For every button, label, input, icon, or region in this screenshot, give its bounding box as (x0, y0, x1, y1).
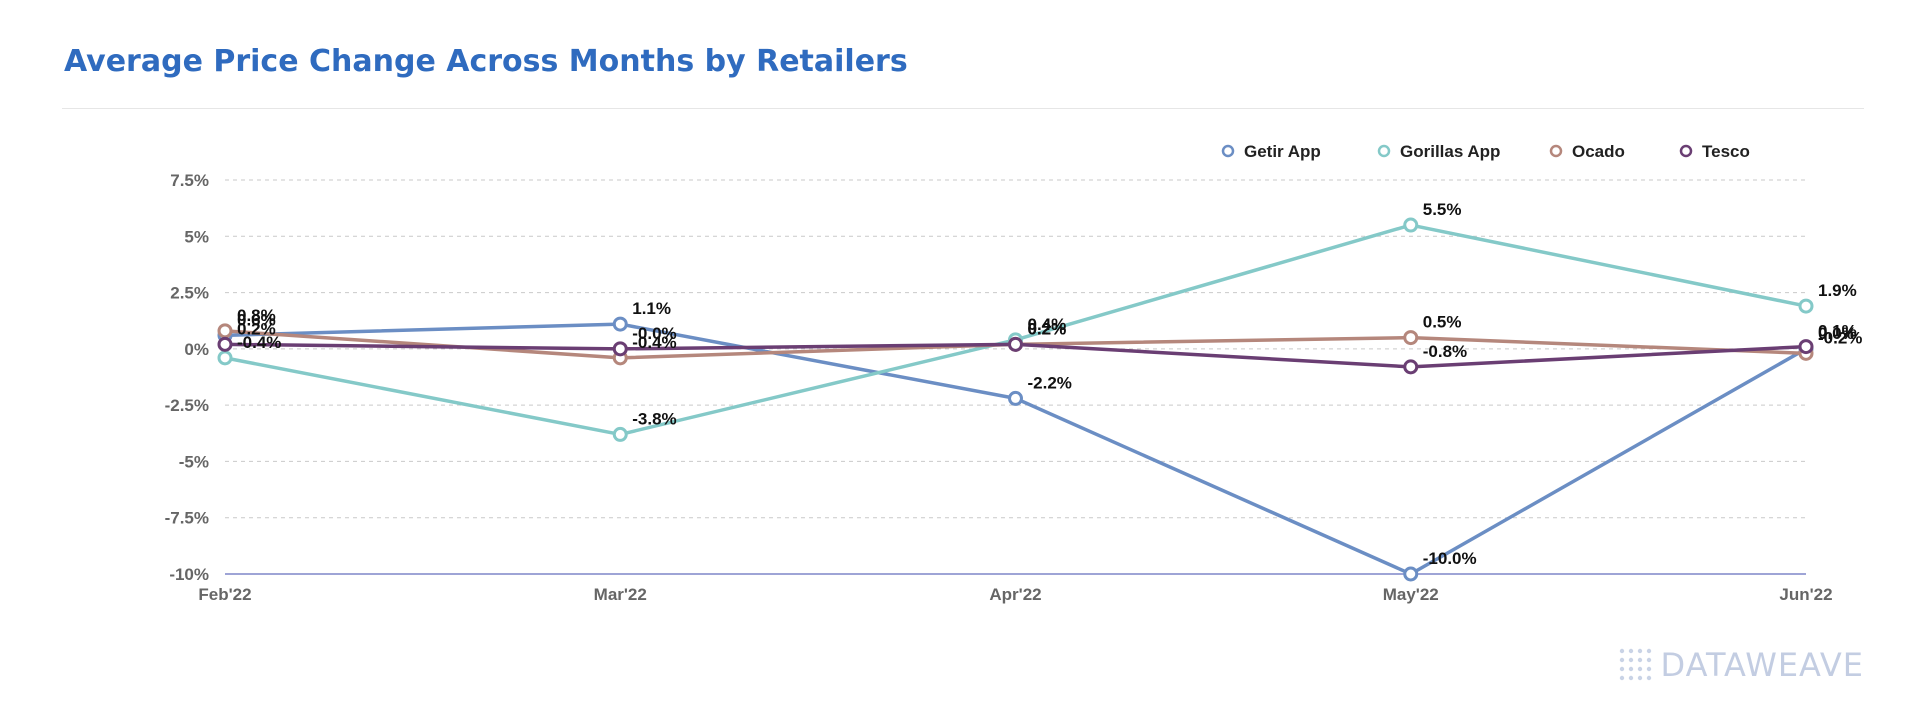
y-tick-label: -2.5% (165, 396, 209, 415)
legend-label: Tesco (1702, 142, 1750, 161)
data-label: -0.8% (1423, 342, 1467, 361)
legend-item-getir-app: Getir App (1221, 142, 1321, 161)
series-line-getir-app (224, 322, 1807, 576)
data-point (1403, 330, 1419, 346)
data-point (1008, 336, 1023, 352)
data-label: 0.2% (1028, 319, 1067, 338)
x-tick-label: Feb'22 (198, 585, 251, 604)
data-point (217, 350, 233, 366)
data-point (612, 341, 628, 357)
data-label: -0.2% (1818, 328, 1862, 347)
logo-text: DATAWEAVE (1660, 646, 1864, 684)
data-label: 0.0% (1818, 324, 1857, 343)
x-tick-label: Jun'22 (1779, 585, 1832, 604)
y-tick-label: 0% (184, 340, 209, 359)
legend-label: Ocado (1572, 142, 1625, 161)
data-label: 5.5% (1423, 200, 1462, 219)
data-point (612, 426, 628, 442)
data-label: -0.4% (237, 333, 281, 352)
y-tick-label: 5% (184, 227, 209, 246)
line-chart: 7.5% 5% 2.5% 0% -2.5% -5% -7.5% -10%Feb'22 Mar'2… (165, 142, 1863, 604)
x-tick-label: Mar'22 (594, 585, 647, 604)
data-label: 0.4% (1028, 315, 1067, 334)
data-label: 0.2% (1028, 319, 1067, 338)
data-point (217, 336, 233, 352)
data-point (612, 316, 628, 332)
x-tick-label: Apr'22 (989, 585, 1041, 604)
legend-label: Gorillas App (1400, 142, 1500, 161)
data-point (1798, 339, 1814, 355)
data-point (1008, 390, 1023, 406)
data-label: 1.1% (632, 299, 671, 318)
data-label: 1.9% (1818, 281, 1857, 300)
data-label: 0.8% (237, 306, 276, 325)
data-label: 0.5% (1423, 313, 1462, 332)
data-point (1798, 298, 1814, 314)
dataweave-logo: DATAWEAVE (1617, 646, 1865, 684)
legend-marker-icon (1377, 144, 1391, 158)
chart-title: Average Price Change Across Months by Re… (64, 44, 908, 79)
legend-item-gorillas-app: Gorillas App (1377, 142, 1500, 161)
y-tick-label: -10% (169, 565, 209, 584)
data-label: 0.6% (237, 310, 276, 329)
data-label: -2.2% (1028, 373, 1072, 392)
data-point (217, 323, 233, 339)
title-divider (62, 108, 1864, 109)
legend-item-tesco: Tesco (1679, 142, 1750, 161)
data-label: 0.1% (1818, 322, 1857, 341)
logo-dots-icon (1619, 648, 1651, 681)
y-tick-label: -5% (179, 452, 209, 471)
legend-item-ocado: Ocado (1549, 142, 1625, 161)
data-label: -3.8% (632, 409, 676, 428)
x-tick-label: May'22 (1383, 585, 1439, 604)
data-label: 0.2% (237, 319, 276, 338)
legend-marker-icon (1221, 144, 1235, 158)
y-tick-label: -7.5% (165, 509, 209, 528)
data-label: -0.4% (632, 333, 676, 352)
legend-marker-icon (1679, 144, 1693, 158)
y-tick-label: 2.5% (170, 284, 209, 303)
data-label: -0.0% (632, 324, 676, 343)
data-label: -10.0% (1423, 549, 1477, 568)
y-tick-label: 7.5% (170, 171, 209, 190)
data-point (1403, 217, 1419, 233)
data-point (1403, 359, 1419, 375)
legend-marker-icon (1549, 144, 1563, 158)
data-point (1403, 566, 1419, 582)
legend-label: Getir App (1244, 142, 1321, 161)
